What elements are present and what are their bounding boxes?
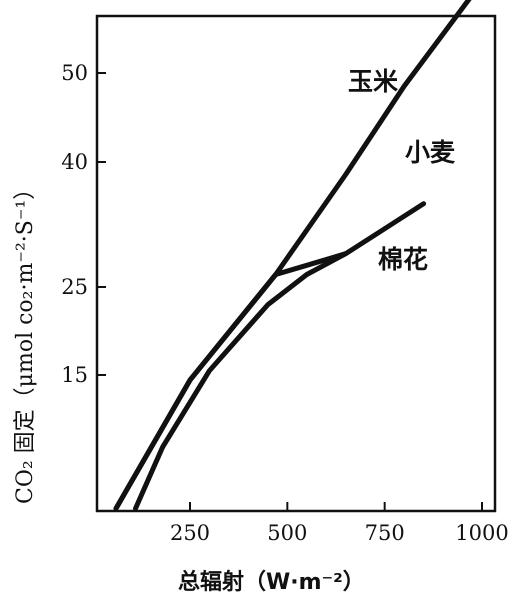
x-tick-label: 750 xyxy=(365,521,405,545)
x-tick-label: 1000 xyxy=(455,521,508,545)
y-tick-label: 15 xyxy=(61,363,88,387)
series-label-maize: 玉米 xyxy=(348,67,399,96)
x-axis-ticks: 250 500 750 1000 xyxy=(170,502,509,545)
x-axis-title: 总辐射（W·m⁻²） xyxy=(178,569,365,595)
y-tick-label: 25 xyxy=(61,275,88,299)
y-tick-label: 50 xyxy=(61,61,88,85)
series-line-cotton xyxy=(133,201,427,511)
x-tick-label: 250 xyxy=(170,521,210,545)
series-label-cotton: 棉花 xyxy=(378,245,428,274)
y-axis-ticks: 15 25 40 50 xyxy=(61,61,106,387)
y-axis-title: CO₂ 固定（μmol co₂·m⁻²·S⁻¹） xyxy=(13,178,38,504)
series-line-wheat xyxy=(113,251,349,511)
series-lines xyxy=(113,0,472,511)
x-tick-label: 500 xyxy=(267,521,307,545)
plot-frame xyxy=(95,14,497,513)
series-label-wheat: 小麦 xyxy=(405,138,456,167)
y-tick-label: 40 xyxy=(61,150,88,174)
